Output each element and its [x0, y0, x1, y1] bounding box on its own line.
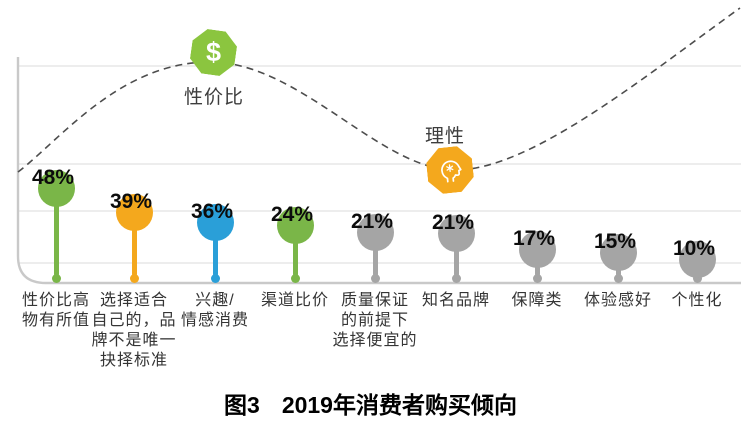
trend-curve [17, 7, 741, 173]
lollipop-stick [453, 233, 459, 276]
category-label-line: 渠道比价 [260, 292, 329, 309]
category-label-line: 知名品牌 [421, 292, 490, 309]
category-label-line: 性价比高 [21, 292, 90, 309]
category-label-line: 个性化 [671, 292, 723, 309]
category-label-line: 兴趣/ [195, 292, 235, 309]
value-label: 15% [593, 230, 637, 253]
value-label: 17% [512, 227, 556, 250]
value-label: 36% [190, 200, 234, 223]
category-label-line: 自己的，品 [91, 312, 177, 329]
rational-badge [425, 145, 476, 196]
lollipop-base-dot [692, 274, 702, 283]
figure-caption-title: 2019年消费者购买倾向 [281, 392, 517, 418]
figure-caption: 图3 2019年消费者购买倾向 [0, 386, 741, 420]
lollipop-ball [518, 230, 556, 268]
value-label: 10% [672, 237, 716, 260]
lollipop-ball [276, 206, 314, 244]
value-label: 24% [270, 203, 314, 226]
category-label: 个性化 [641, 291, 741, 311]
category-label-line: 牌不是唯一 [91, 332, 177, 349]
category-label-line: 情感消费 [180, 312, 249, 329]
lollipop-ball [678, 240, 716, 278]
lollipop-base-dot [290, 274, 300, 283]
lollipop-base-dot [370, 274, 380, 283]
category-label-line: 的前提下 [340, 312, 409, 329]
lollipop-ball [196, 203, 234, 241]
lollipop-stick [131, 212, 137, 276]
lollipop-base-dot [613, 274, 623, 283]
value-label: 48% [31, 166, 75, 189]
category-label-line: 质量保证 [340, 292, 409, 309]
category-label-line: 选择适合 [99, 292, 168, 309]
category-label-line: 体验感好 [583, 292, 652, 309]
lollipop-ball [356, 213, 394, 251]
lollipop-base-dot [129, 274, 139, 283]
value-label: 39% [109, 190, 153, 213]
lollipop-ball [437, 214, 475, 252]
lollipop-base-dot [51, 274, 61, 283]
lollipop-ball [37, 169, 75, 207]
lollipop-stick [212, 222, 218, 276]
category-label: 选择适合自己的，品牌不是唯一抉择标准 [78, 291, 190, 371]
lollipop-base-dot [451, 274, 461, 283]
lollipop-ball [115, 193, 153, 231]
lollipop-base-dot [532, 274, 542, 283]
lollipop-stick [292, 225, 298, 276]
cost-performance-label: 性价比 [183, 87, 244, 108]
axis-frame [16, 57, 741, 285]
lollipop-stick [53, 188, 59, 276]
category-label-line: 选择便宜的 [332, 332, 418, 349]
category-label: 体验感好 [562, 291, 674, 311]
dollar-icon: $ [205, 37, 222, 67]
category-label: 性价比高 物有所值 [0, 291, 112, 331]
category-label-line: 保障类 [511, 292, 563, 309]
figure-caption-number: 图3 [224, 392, 260, 418]
lollipop-ball [599, 233, 637, 271]
lollipop-stick [372, 232, 378, 276]
category-label: 保障类 [481, 291, 593, 311]
value-label: 21% [431, 211, 475, 234]
category-label: 知名品牌 [400, 291, 512, 311]
category-label: 兴趣/情感消费 [159, 291, 271, 331]
head-idea-icon [431, 151, 468, 188]
lollipop-base-dot [210, 274, 220, 283]
category-label-line: 抉择标准 [99, 352, 168, 369]
value-label: 21% [350, 210, 394, 233]
rational-label: 理性 [424, 126, 465, 147]
category-label-line: 物有所值 [21, 312, 90, 329]
category-label: 渠道比价 [239, 291, 351, 311]
category-label: 质量保证的前提下选择便宜的 [319, 291, 431, 351]
